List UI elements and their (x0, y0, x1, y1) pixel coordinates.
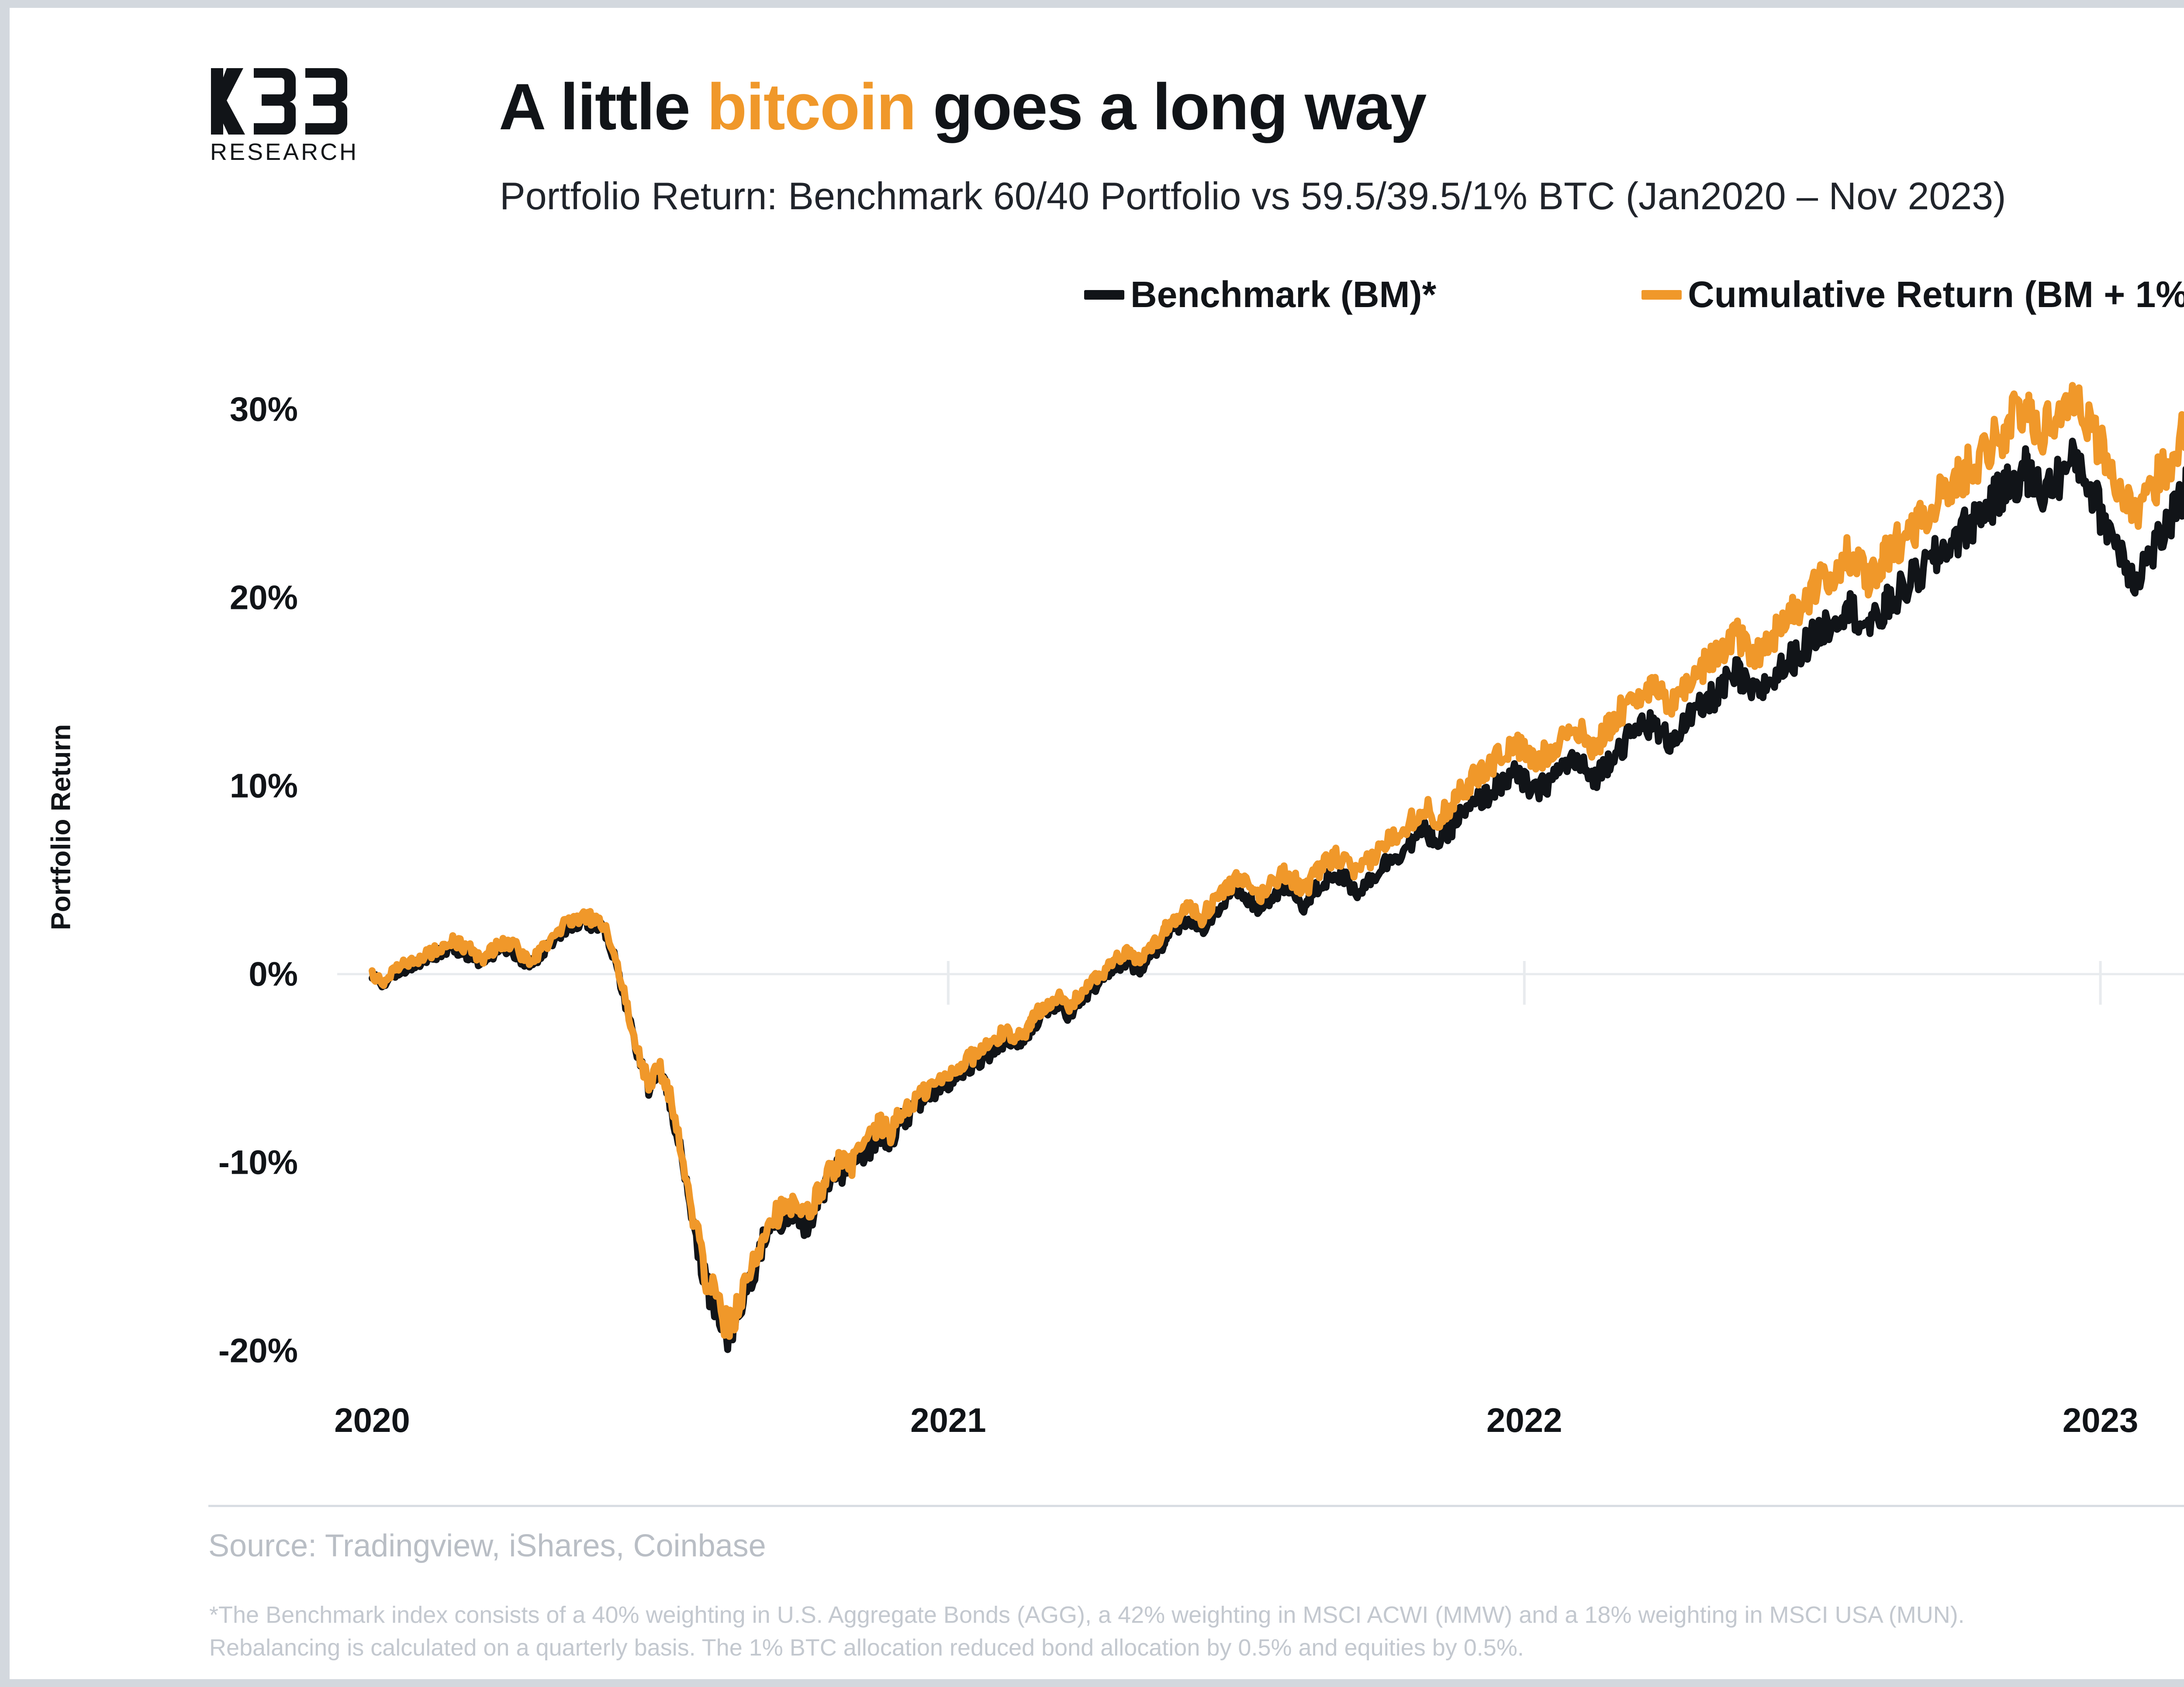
k33-research-logo: RESEARCH (208, 65, 453, 165)
x-tick-label: 2021 (910, 1401, 986, 1439)
x-tick-label: 2023 (2062, 1401, 2139, 1439)
y-tick-label: 30% (229, 390, 298, 429)
title-suffix: goes a long way (916, 70, 1427, 143)
x-axis-ticks: 2020 2021 2022 2023 (10, 1400, 2184, 1453)
title-accent-word: bitcoin (707, 70, 916, 143)
svg-text:RESEARCH: RESEARCH (210, 139, 359, 165)
y-tick-label: 20% (229, 578, 298, 617)
chart-legend: Benchmark (BM)* Cumulative Return (BM + … (1084, 273, 2184, 316)
legend-label-btc: Cumulative Return (BM + 1% BTC) (1688, 274, 2184, 315)
x-tick-label: 2020 (334, 1401, 410, 1439)
legend-label-benchmark: Benchmark (BM)* (1130, 274, 1437, 315)
footer-divider (208, 1505, 2184, 1507)
series-line-benchmark (369, 437, 2184, 1353)
series-canvas (337, 382, 2184, 1353)
legend-item-benchmark[interactable]: Benchmark (BM)* (1084, 273, 1436, 316)
y-tick-label: 10% (229, 766, 298, 805)
y-tick-label: 0% (249, 954, 298, 993)
source-label: Source: Tradingview, iShares, Coinbase (208, 1528, 766, 1563)
title-prefix: A little (499, 70, 707, 143)
y-axis-ticks: 30% 20% 10% 0% -10% -20% (154, 340, 298, 1458)
y-tick-label: -20% (218, 1331, 298, 1370)
footnote-line-1: *The Benchmark index consists of a 40% w… (209, 1602, 1965, 1628)
series-line-btc (369, 382, 2184, 1340)
page-subtitle: Portfolio Return: Benchmark 60/40 Portfo… (500, 174, 2006, 218)
chart-plot-area: Portfolio Return 30% 20% 10% 0% -10% -20% 202… (10, 340, 2184, 1458)
chart-card: RESEARCH A little bitcoin goes a long wa… (10, 8, 2184, 1679)
page-title: A little bitcoin goes a long way (499, 69, 1427, 145)
legend-swatch-btc (1641, 290, 1682, 300)
y-tick-label: -10% (218, 1143, 298, 1182)
legend-item-btc[interactable]: Cumulative Return (BM + 1% BTC) (1641, 273, 2184, 316)
legend-swatch-benchmark (1084, 290, 1124, 300)
footnote-line-2: Rebalancing is calculated on a quarterly… (209, 1635, 1524, 1661)
x-tick-label: 2022 (1486, 1401, 1562, 1439)
